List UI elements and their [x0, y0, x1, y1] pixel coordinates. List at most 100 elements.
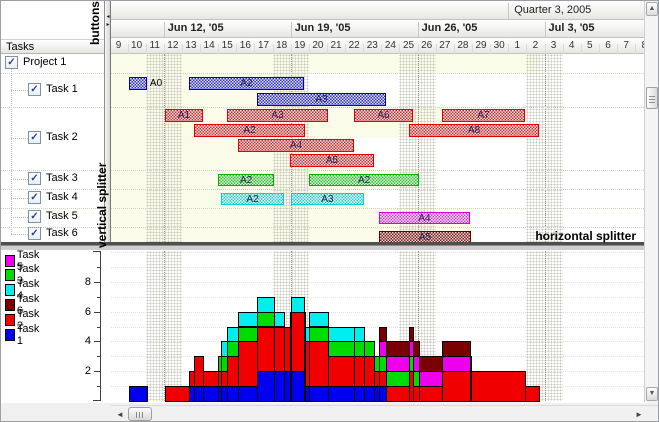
y-axis-major-tick	[94, 341, 101, 343]
day-separator	[308, 44, 310, 54]
day-separator	[345, 44, 347, 54]
histogram-segment	[308, 311, 330, 328]
gantt-activity-bar[interactable]: A8	[409, 124, 540, 137]
y-axis-minor-tick	[97, 266, 101, 268]
histogram-segment	[386, 341, 411, 358]
day-separator	[598, 44, 600, 54]
splitter-collapse-right-icon[interactable]: ▸	[106, 22, 110, 28]
day-separator	[435, 44, 437, 54]
histogram-segment	[128, 386, 148, 402]
gantt-activity-bar[interactable]: A6	[353, 109, 414, 122]
gantt-activity-bar[interactable]: A4	[378, 212, 470, 224]
task-checkbox[interactable]: ✓	[28, 131, 41, 144]
histogram-segment	[328, 386, 355, 402]
day-separator	[254, 44, 256, 54]
histogram-segment	[256, 311, 275, 328]
day-separator	[363, 44, 365, 54]
day-label: 7	[623, 40, 629, 51]
task-checkbox[interactable]: ✓	[5, 56, 18, 69]
task-checkbox[interactable]: ✓	[28, 172, 41, 185]
tree-connector-line	[11, 179, 28, 180]
tree-connector-line	[11, 138, 28, 139]
scroll-down-button[interactable]: ▼	[646, 387, 658, 401]
week-separator	[417, 22, 419, 38]
week-separator	[544, 22, 546, 38]
gantt-activity-bar[interactable]: A2	[308, 174, 420, 186]
vertical-scrollbar-thumb[interactable]	[646, 87, 658, 109]
scroll-left-arrow-icon[interactable]: ◄	[116, 410, 124, 419]
gantt-row-separator	[111, 226, 646, 228]
day-label: 28	[457, 40, 469, 51]
task-checkbox[interactable]: ✓	[28, 191, 41, 204]
tree-connector-line	[11, 234, 28, 235]
day-label: 26	[421, 40, 433, 51]
gantt-activity-bar[interactable]: A4	[237, 139, 354, 152]
y-axis-major-tick	[94, 281, 101, 283]
tree-connector-line	[11, 217, 28, 218]
gantt-activity-bar[interactable]: A0	[128, 77, 162, 90]
week-gridline	[544, 54, 546, 242]
gantt-activity-bar[interactable]: A3	[227, 109, 329, 122]
gantt-activity-bar[interactable]: A1	[165, 109, 203, 122]
day-separator	[508, 44, 510, 54]
horizontal-scrollbar[interactable]: ◄ ►	[111, 405, 658, 421]
y-axis-tick-label: 8	[84, 275, 91, 288]
histogram-segment	[202, 371, 220, 388]
buttons-annotation-label: buttons	[88, 1, 102, 45]
legend-label: Task 5	[16, 248, 40, 273]
histogram-segment	[274, 311, 285, 328]
histogram-segment	[524, 386, 541, 402]
day-separator	[236, 44, 238, 54]
legend-item: Task 5	[5, 249, 42, 273]
histogram-segment	[303, 311, 306, 328]
histogram-segment	[419, 356, 444, 373]
gantt-activity-bar[interactable]: A2	[194, 124, 306, 137]
tree-item-label[interactable]: Project 1	[23, 56, 67, 68]
gantt-activity-bar[interactable]: A5	[289, 154, 374, 167]
horizontal-scrollbar-thumb[interactable]	[128, 407, 152, 421]
tree-item-label[interactable]: Task 6	[46, 227, 78, 239]
scroll-up-button[interactable]: ▲	[646, 2, 658, 16]
gantt-activity-bar[interactable]: A2	[218, 174, 274, 186]
histogram-segment	[256, 326, 275, 373]
tree-item-label[interactable]: Task 4	[46, 191, 78, 203]
scroll-right-arrow-icon[interactable]: ►	[635, 410, 643, 419]
row-empty-region	[304, 73, 646, 91]
histogram-segment	[419, 371, 444, 388]
day-label: 25	[402, 40, 415, 51]
day-label: 13	[185, 40, 197, 51]
gantt-activity-bar[interactable]: A2	[221, 193, 284, 205]
vertical-scrollbar[interactable]: ▲ ▼	[644, 1, 658, 402]
vertical-splitter-bar[interactable]	[104, 1, 111, 242]
tree-item-label[interactable]: Task 5	[46, 210, 78, 222]
tree-item-label[interactable]: Task 2	[46, 131, 78, 143]
gantt-activity-bar[interactable]: A3	[290, 193, 365, 205]
histogram-segment	[386, 356, 411, 373]
gantt-activity-bar[interactable]: A5	[378, 231, 471, 242]
gantt-activity-bar[interactable]: A7	[442, 109, 525, 122]
histogram-h-gridline	[111, 341, 646, 343]
day-label: 22	[348, 40, 360, 51]
task-checkbox[interactable]: ✓	[28, 83, 41, 96]
activity-bar-label: A2	[240, 78, 253, 89]
legend-label: Task 2	[16, 307, 40, 332]
task-checkbox[interactable]: ✓	[28, 210, 41, 223]
histogram-segment	[470, 371, 526, 402]
splitter-collapse-left-icon[interactable]: ◂	[106, 14, 110, 20]
y-axis-major-tick	[94, 311, 101, 313]
histogram-segment	[237, 341, 258, 388]
activity-bar-label: A5	[325, 155, 339, 166]
day-separator	[617, 44, 619, 54]
horizontal-splitter-bar[interactable]	[1, 242, 658, 250]
histogram-h-gridline	[111, 266, 646, 268]
activity-bar-label: A2	[243, 125, 256, 136]
gantt-activity-bar[interactable]: A3	[256, 93, 387, 106]
task-checkbox[interactable]: ✓	[28, 227, 41, 240]
gantt-activity-bar[interactable]: A2	[188, 77, 304, 90]
tree-connector-line	[11, 198, 28, 199]
day-label: 16	[239, 40, 251, 51]
tree-item-label[interactable]: Task 1	[46, 83, 78, 95]
tree-item-label[interactable]: Task 3	[46, 172, 78, 184]
gantt-chart-area: A0 A2 A3 A1 A3 A6 A7 A2 A8 A4 A5 A2 A2 A2 A3 A4 A5	[111, 54, 646, 242]
histogram-segment	[237, 311, 258, 328]
